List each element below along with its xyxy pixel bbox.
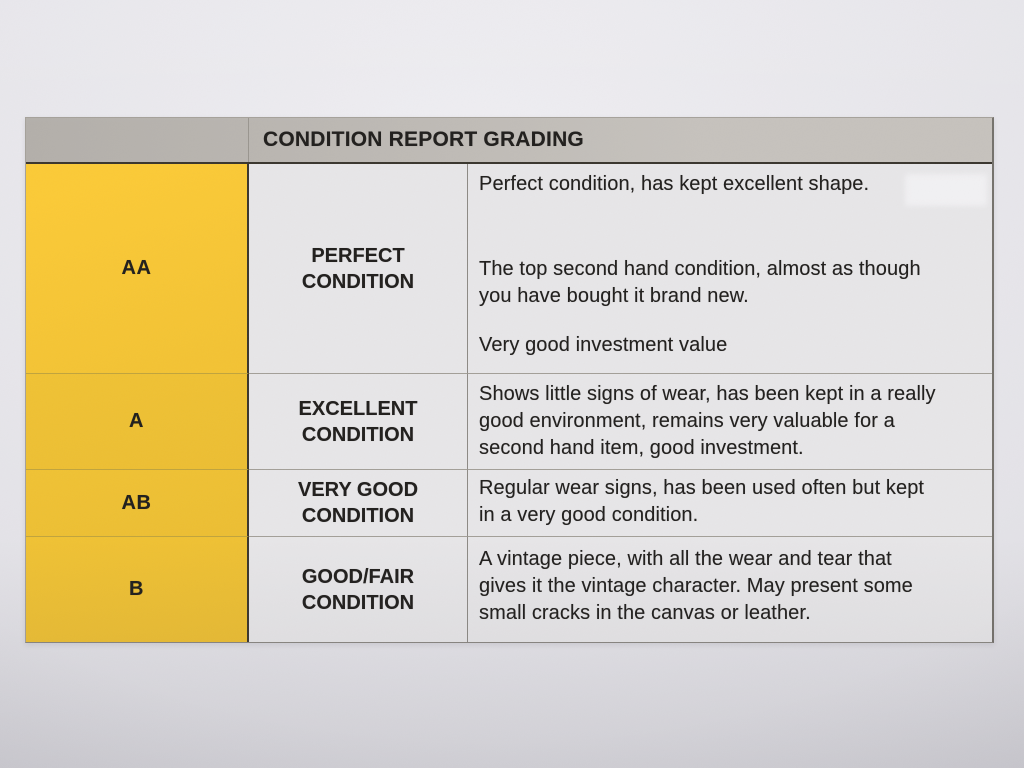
table-header: CONDITION REPORT GRADING (26, 118, 992, 164)
label-text: VERY GOOD CONDITION (297, 479, 419, 527)
label-cell-very-good-condition: VERY GOOD CONDITION (249, 469, 468, 536)
label-text: PERFECT CONDITION (301, 244, 415, 293)
grade-text: AB (121, 491, 152, 514)
description-paragraph: The top second hand condition, almost as… (479, 256, 986, 310)
description-line: you have bought it brand new. (479, 285, 749, 307)
grade-cell-aa: AA (26, 164, 249, 373)
description-paragraph: A vintage piece, with all the wear and t… (479, 546, 986, 627)
grade-text: AA (121, 257, 152, 279)
description-line: A vintage piece, with all the wear and t… (479, 548, 892, 570)
description-paragraph: Very good investment value (479, 332, 986, 359)
grade-cell-ab: AB (26, 469, 249, 536)
description-line: small cracks in the canvas or leather. (479, 602, 811, 624)
grade-cell-b: B (26, 536, 249, 642)
label-text: GOOD/FAIR CONDITION (301, 565, 415, 614)
description-paragraph: Shows little signs of wear, has been kep… (479, 381, 986, 462)
description-line: in a very good condition. (479, 504, 699, 526)
grade-cell-a: A (26, 373, 249, 469)
description-line: Very good investment value (479, 334, 728, 356)
grading-table: CONDITION REPORT GRADING AA PERFECT COND… (25, 117, 994, 643)
grade-text: B (129, 578, 144, 600)
label-cell-good-fair-condition: GOOD/FAIR CONDITION (249, 536, 468, 642)
description-line: The top second hand condition, almost as… (479, 258, 921, 280)
label-text: EXCELLENT CONDITION (298, 397, 418, 446)
description-line: Regular wear signs, has been used often … (479, 477, 925, 499)
description-cell-a: Shows little signs of wear, has been kep… (468, 373, 992, 469)
description-line: gives it the vintage character. May pres… (479, 575, 913, 597)
table-title: CONDITION REPORT GRADING (263, 128, 584, 151)
description-line: good environment, remains very valuable … (479, 410, 895, 432)
description-line: second hand item, good investment. (479, 437, 804, 459)
description-cell-ab: Regular wear signs, has been used often … (468, 469, 992, 536)
label-cell-perfect-condition: PERFECT CONDITION (249, 164, 468, 373)
label-cell-excellent-condition: EXCELLENT CONDITION (249, 373, 468, 469)
description-paragraph: Regular wear signs, has been used often … (479, 475, 986, 529)
grade-text: A (129, 410, 144, 432)
description-line: Shows little signs of wear, has been kep… (479, 383, 936, 405)
white-correction-patch (905, 174, 987, 206)
description-cell-b: A vintage piece, with all the wear and t… (468, 536, 992, 642)
